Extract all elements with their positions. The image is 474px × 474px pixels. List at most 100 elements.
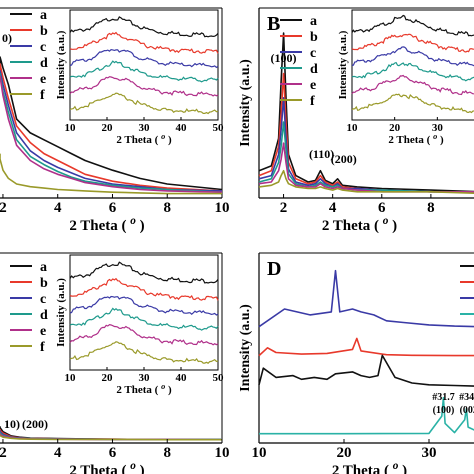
inset-x-tick-label: 20 [102,372,114,384]
inset-x-tick-label: 20 [389,122,401,134]
legend-label-e: e [40,72,46,87]
legend-label-b: b [40,24,48,39]
series-line-d [0,72,223,193]
inset-x-tick-label: 10 [65,122,77,134]
series-line-a [258,32,474,193]
x-tick-label: 6 [109,200,117,216]
inset-series-b [69,277,219,301]
x-tick-label: 8 [427,200,435,216]
peak-label: (200) [22,417,48,431]
inset-series-f [69,341,219,364]
x-tick-label: 20 [337,445,352,461]
inset-series-e [69,324,219,346]
inset-plot: 10 20 30 40 50 2 Theta ( o ) Intensity (a.u.) [55,9,225,147]
inset-series-f [69,92,219,115]
x-axis-label: 2 Theta ( o ) [116,132,172,147]
legend-label-c: c [40,40,46,55]
x-tick-label: 4 [54,200,62,216]
legend-label-e: e [310,78,316,93]
legend-label-d: d [40,308,48,323]
inset-series-d [69,60,219,83]
x-axis-label: 2 Theta ( o ) [69,215,144,234]
peak-label: #34.4 [459,392,474,403]
inset-series-e [351,74,474,96]
inset-series-b [69,31,219,54]
legend-label-b: b [40,276,48,291]
inset-series-c [69,295,219,316]
x-tick-label: 10 [252,445,267,461]
inset-x-tick-label: 50 [213,372,225,384]
x-tick-label: 6 [378,200,386,216]
legend-label-a: a [40,260,47,275]
x-axis-label: 2 Theta ( o ) [69,460,144,474]
series-line-c [258,97,474,193]
series-line-e [258,142,474,193]
legend-label-e: e [40,324,46,339]
x-axis-label: 2 Theta ( o ) [322,215,397,234]
x-tick-label: 8 [163,200,171,216]
series-line-d_green [259,396,474,435]
y-axis-label: Intensity (a.u.) [238,304,253,392]
series-line-f [258,169,474,195]
legend-label-a: a [310,14,317,29]
peak-label: 0) [2,31,12,45]
peak-label: (110) [309,147,334,161]
peak-label: (200) [331,152,357,166]
inset-series-c [69,48,219,69]
peak-label: (100) [433,405,455,416]
y-axis-label: Intensity (a.u.) [238,59,253,147]
x-tick-label: 10 [215,200,230,216]
x-tick-label: 6 [109,445,117,461]
x-tick-label: 30 [422,445,437,461]
x-tick-label: 4 [329,200,337,216]
series-line-b [0,63,223,192]
inset-series-a [69,16,219,38]
series-line-c [0,70,223,192]
inset-y-axis-label: Intensity (a.u.) [55,30,67,99]
inset-frame [351,9,474,121]
panel-letter: B [267,13,280,35]
series-line-a [258,354,474,387]
inset-x-tick-label: 40 [176,372,188,384]
peak-label: (002) [460,405,474,416]
peak-label: 10) [4,417,20,431]
inset-x-tick-label: 30 [432,122,444,134]
inset-x-tick-label: 40 [176,122,188,134]
inset-x-tick-label: 10 [65,372,77,384]
x-tick-label: 8 [163,445,171,461]
peak-label: #31.7 [432,392,455,403]
inset-x-tick-label: 50 [213,122,225,134]
inset-series-a [351,14,474,37]
inset-series-d [69,307,219,331]
legend-label-a: a [40,8,47,23]
x-axis-label: 2 Theta ( o ) [332,460,407,474]
inset-series-b [351,33,474,53]
inset-series-a [69,261,219,284]
peak-label: (100) [271,51,297,65]
inset-plot: 102030402 Theta ( o )Intensity (a.u.) [337,9,474,146]
x-tick-label: 10 [215,445,230,461]
series-line-b [258,337,474,357]
panel-D: 10 20 30 2 Theta ( o ) Intensity (a.u.) D #31.… [238,252,474,474]
inset-series-d [351,61,474,82]
panel-B: 2 4 6 8 2 Theta ( o ) Intensity (a.u.) B (100) (… [238,7,474,234]
inset-series-c [351,46,474,67]
legend-label-d: d [310,62,318,77]
inset-series-e [69,76,219,97]
legend-label-c: c [40,292,46,307]
x-axis-label: 2 Theta ( o ) [116,382,172,397]
inset-x-tick-label: 20 [102,122,114,134]
series-line-f [0,434,222,441]
x-tick-label: 2 [280,200,288,216]
x-tick-label: 2 [0,200,7,216]
series-line-c [258,269,474,328]
inset-x-tick-label: 10 [347,122,359,134]
legend-label-f: f [40,340,45,355]
series-line-f [0,153,222,195]
legend-label-f: f [40,88,45,103]
x-tick-label: 2 [0,445,7,461]
series-line-a [0,56,223,191]
